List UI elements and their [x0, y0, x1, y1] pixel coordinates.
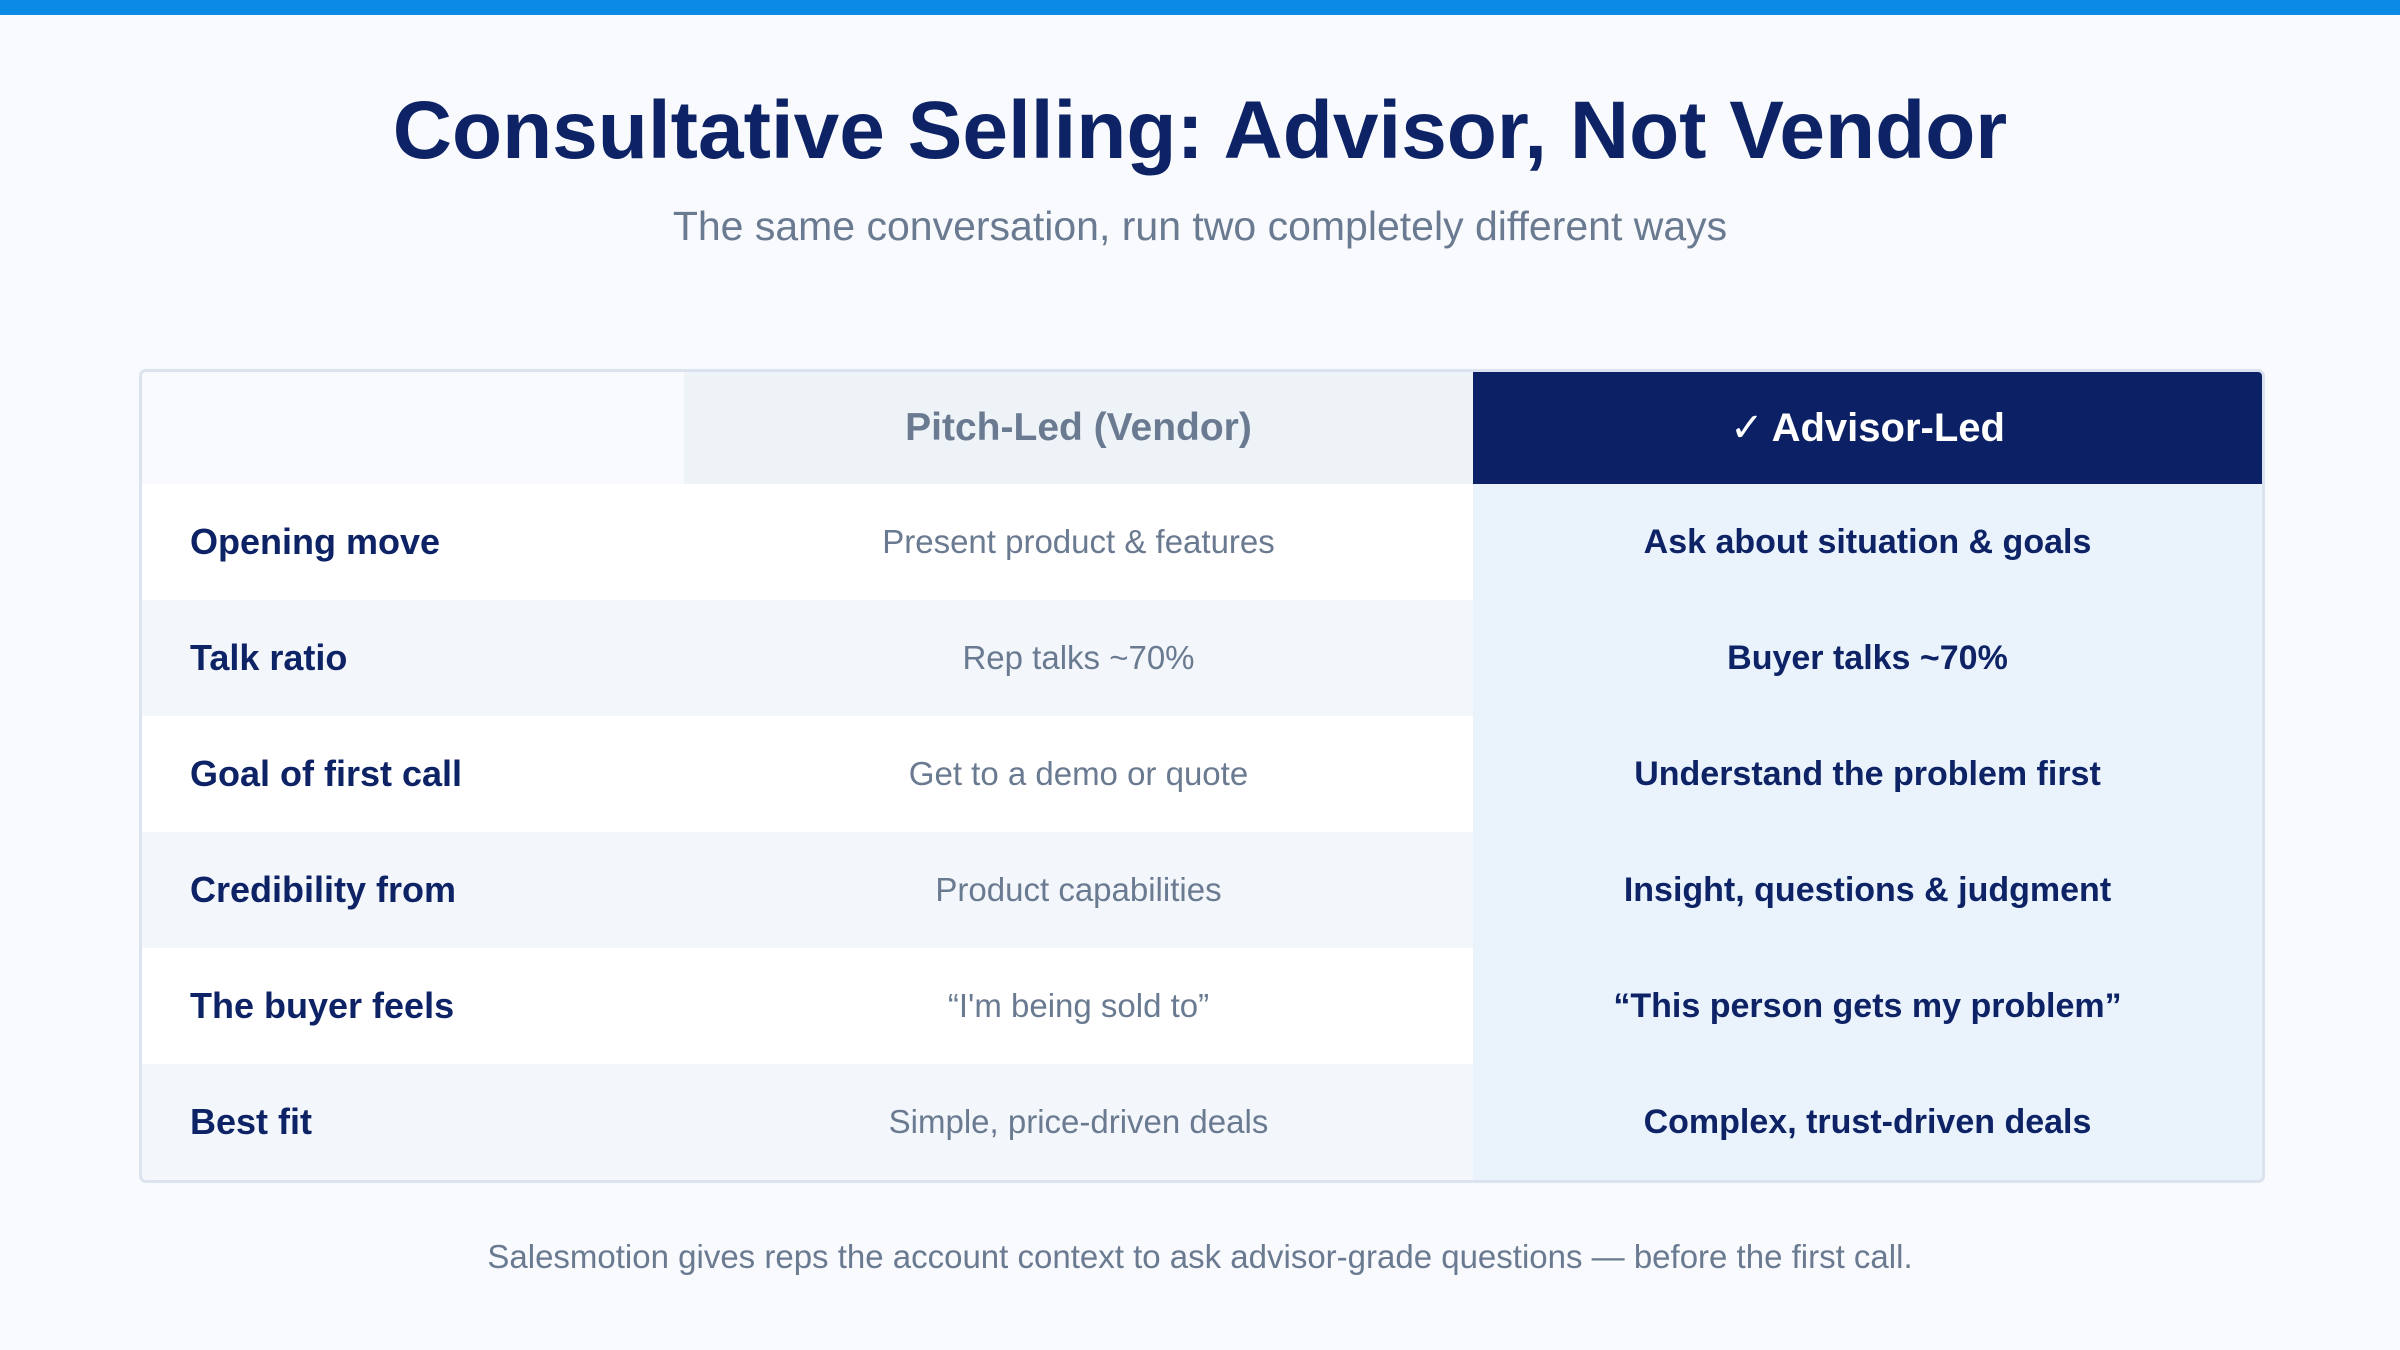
vendor-cell: Get to a demo or quote — [908, 755, 1249, 792]
footer-note: Salesmotion gives reps the account conte… — [487, 1238, 1913, 1275]
advisor-cell: “This person gets my problem” — [1473, 948, 2262, 1064]
checkmark-icon: ✓ — [1730, 406, 1764, 450]
table-row: Opening move Present product & features … — [142, 484, 2262, 600]
table-row: Best fit Simple, price-driven deals Comp… — [142, 1064, 2262, 1180]
row-label: Opening move — [190, 521, 441, 562]
top-accent-bar — [0, 0, 2400, 15]
vendor-cell: “I'm being sold to” — [947, 987, 1210, 1024]
vendor-cell: Product capabilities — [684, 832, 1473, 948]
table-row: Talk ratio Rep talks ~70% Buyer talks ~7… — [142, 600, 2262, 716]
row-label: Talk ratio — [142, 600, 684, 716]
advisor-cell: Understand the problem first — [1473, 716, 2262, 832]
comparison-table: Pitch-Led (Vendor) ✓ Advisor-Led Opening… — [139, 369, 2265, 1183]
column-header-advisor: ✓ Advisor-Led — [1473, 372, 2262, 484]
column-header-vendor: Pitch-Led (Vendor) — [684, 372, 1473, 484]
page-subtitle: The same conversation, run two completel… — [672, 203, 1728, 249]
vendor-cell: Present product & features — [882, 523, 1275, 560]
table-row: Credibility from Product capabilities In… — [142, 832, 2262, 948]
row-label: Best fit — [142, 1064, 684, 1180]
advisor-cell: Complex, trust-driven deals — [1473, 1064, 2262, 1180]
table-header-row: Pitch-Led (Vendor) ✓ Advisor-Led — [142, 372, 2262, 484]
advisor-cell: Buyer talks ~70% — [1473, 600, 2262, 716]
vendor-cell: Rep talks ~70% — [684, 600, 1473, 716]
column-header-advisor-label: Advisor-Led — [1771, 405, 2005, 450]
header-blank-cell — [142, 372, 684, 484]
row-label: Goal of first call — [190, 753, 463, 794]
row-label: The buyer feels — [190, 985, 455, 1026]
advisor-cell: Insight, questions & judgment — [1473, 832, 2262, 948]
vendor-cell: Simple, price-driven deals — [684, 1064, 1473, 1180]
row-label: Credibility from — [142, 832, 684, 948]
table-row: The buyer feels “I'm being sold to” “Thi… — [142, 948, 2262, 1064]
page-title: Consultative Selling: Advisor, Not Vendo… — [392, 85, 2008, 176]
advisor-cell: Ask about situation & goals — [1473, 484, 2262, 600]
table-row: Goal of first call Get to a demo or quot… — [142, 716, 2262, 832]
